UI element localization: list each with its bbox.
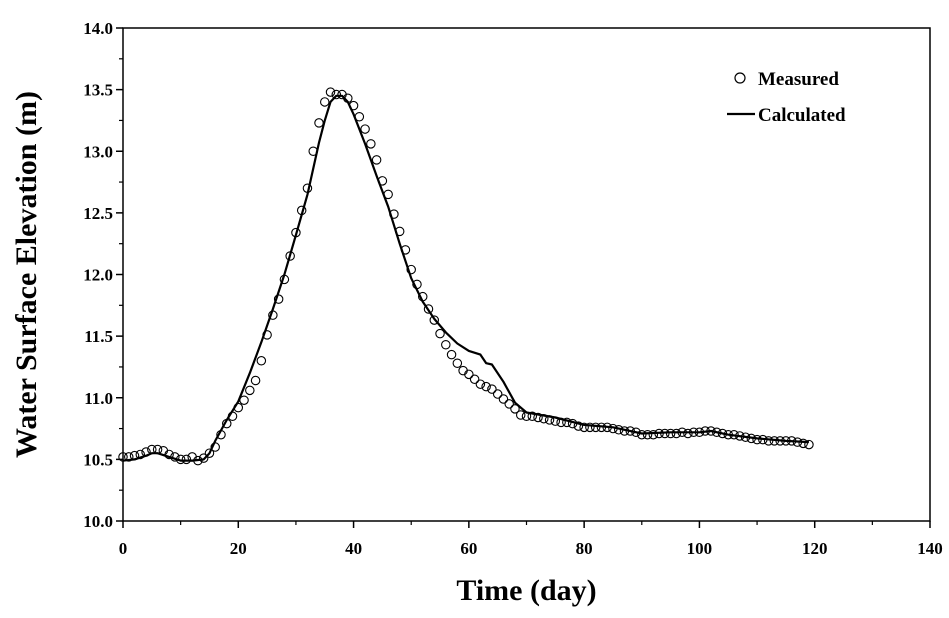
measured-point <box>464 369 474 380</box>
x-tick-label: 80 <box>576 539 593 558</box>
measured-point <box>527 411 538 421</box>
measured-point <box>435 328 445 339</box>
tick-labels: 0 20 40 60 80 100 120 140 10.0 10.5 11.0 11.5 12.0 12… <box>83 19 943 558</box>
measured-point <box>360 124 370 134</box>
measured-point <box>763 436 774 446</box>
measured-point <box>256 356 267 366</box>
measured-point <box>366 139 376 149</box>
x-tick-label: 0 <box>119 539 128 558</box>
measured-point <box>579 422 589 433</box>
y-tick-label: 11.5 <box>84 327 113 346</box>
measured-point <box>510 404 520 414</box>
measured-point <box>648 429 659 440</box>
calculated-series-line <box>122 94 809 462</box>
measured-point <box>429 315 440 325</box>
legend-label-calculated: Calculated <box>758 105 846 126</box>
measured-point <box>533 412 543 423</box>
y-tick-label: 14.0 <box>83 19 113 38</box>
x-tick-label: 120 <box>802 539 828 558</box>
measured-point <box>325 87 336 97</box>
series-layer <box>118 87 814 466</box>
measured-point <box>487 384 497 394</box>
measured-point <box>637 429 647 440</box>
measured-point <box>371 155 382 165</box>
measured-point <box>245 385 255 396</box>
measured-point <box>198 453 209 463</box>
legend: Measured Calculated <box>727 69 846 126</box>
measured-point <box>181 454 192 465</box>
measured-point <box>118 452 128 462</box>
measured-point <box>798 438 808 449</box>
y-tick-label: 12.0 <box>83 266 113 285</box>
axis-ticks <box>116 27 931 528</box>
measured-point <box>441 340 451 350</box>
measured-point <box>469 374 480 385</box>
measured-point <box>573 421 584 431</box>
y-tick-label: 11.0 <box>84 389 113 408</box>
measured-point <box>590 422 601 433</box>
measured-point <box>671 428 682 439</box>
x-tick-label: 20 <box>230 539 247 558</box>
y-tick-label: 10.0 <box>83 512 113 531</box>
measured-point <box>585 422 595 433</box>
measured-point <box>492 389 503 399</box>
legend-label-measured: Measured <box>758 69 839 90</box>
measured-point <box>475 379 486 389</box>
y-tick-label: 10.5 <box>83 450 113 469</box>
measured-point <box>250 375 261 386</box>
measured-point <box>804 439 814 450</box>
measured-point <box>423 304 434 314</box>
y-axis-title: Water Surface Elevation (m) <box>10 91 43 458</box>
y-tick-label: 13.5 <box>83 81 113 100</box>
x-tick-label: 100 <box>687 539 713 558</box>
measured-point <box>481 381 491 392</box>
measured-point <box>515 410 526 420</box>
measured-point <box>124 452 134 462</box>
measured-point <box>319 97 330 107</box>
measured-point <box>406 264 416 275</box>
x-tick-label: 40 <box>345 539 362 558</box>
x-axis-title: Time (day) <box>456 574 596 607</box>
measured-point <box>446 349 457 360</box>
measured-point <box>683 428 693 439</box>
y-tick-label: 13.0 <box>83 142 113 161</box>
measured-point <box>204 448 215 458</box>
measured-point <box>504 399 514 409</box>
measured-point <box>642 429 653 440</box>
measured-point <box>498 394 509 404</box>
measured-point <box>452 358 463 368</box>
measured-point <box>331 89 342 100</box>
x-tick-label: 60 <box>460 539 477 558</box>
y-tick-label: 12.5 <box>83 204 113 223</box>
x-tick-label: 140 <box>917 539 943 558</box>
legend-marker-measured <box>734 72 746 84</box>
